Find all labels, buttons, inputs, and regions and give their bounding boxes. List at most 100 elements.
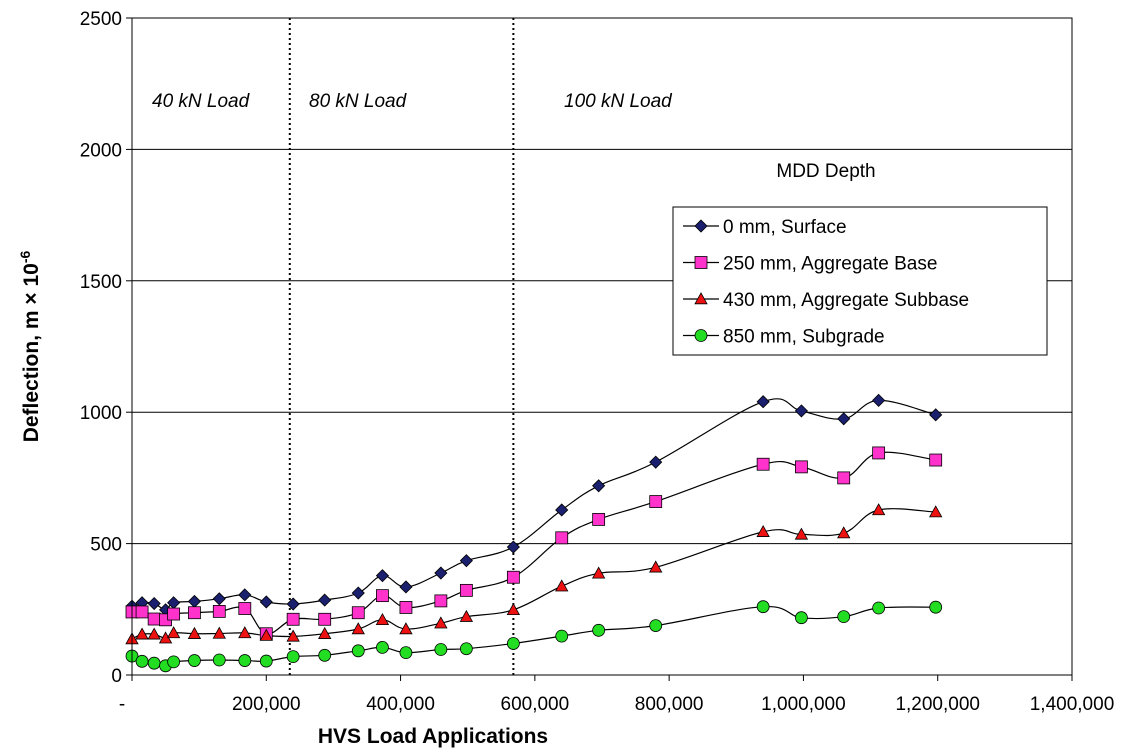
legend-marker — [694, 256, 708, 269]
data-point — [259, 654, 273, 668]
data-point — [756, 395, 770, 409]
data-point — [167, 607, 181, 621]
y-axis-ticks: 0 500 1000 1500 2000 2500 — [80, 9, 132, 687]
data-point — [187, 626, 202, 639]
data-point — [375, 612, 390, 626]
legend-box — [672, 206, 1048, 356]
data-point — [286, 597, 300, 611]
data-point — [929, 600, 943, 614]
data-point — [259, 595, 273, 609]
data-point — [434, 616, 448, 629]
data-point — [351, 644, 365, 658]
y-axis-title: Deflection, m × 10-6 — [17, 250, 43, 442]
data-point — [795, 611, 808, 625]
y-tick-label: 1000 — [80, 403, 122, 424]
legend-label: 250 mm, Aggregate Base — [723, 254, 937, 275]
data-point — [756, 457, 770, 471]
data-point — [555, 531, 569, 545]
data-point — [351, 586, 365, 600]
data-point — [434, 566, 448, 580]
y-tick-label: 0 — [111, 666, 122, 687]
data-point — [399, 646, 413, 660]
data-point — [212, 626, 226, 639]
data-point — [649, 455, 663, 469]
data-point — [188, 606, 201, 620]
legend-label: 0 mm, Surface — [723, 217, 847, 238]
data-point — [871, 503, 886, 516]
x-tick-label: 800,000 — [635, 694, 704, 715]
legend-marker — [694, 292, 708, 305]
data-point — [929, 408, 943, 422]
data-point — [555, 629, 569, 643]
y-tick-label: 2000 — [80, 140, 122, 161]
data-point — [318, 593, 332, 607]
legend-label: 850 mm, Subgrade — [723, 327, 885, 348]
data-point — [286, 612, 300, 626]
data-point — [459, 642, 473, 656]
data-point — [167, 655, 181, 669]
data-point — [212, 592, 226, 606]
y-tick-label: 500 — [90, 535, 122, 556]
data-point — [188, 654, 201, 667]
legend-label: 430 mm, Aggregate Subbase — [723, 290, 969, 311]
series-markers — [125, 393, 943, 673]
data-point — [649, 560, 663, 573]
data-point — [459, 609, 474, 622]
data-point — [794, 404, 808, 418]
data-point — [238, 588, 252, 602]
data-point — [212, 653, 226, 667]
x-tick-label: 1,200,000 — [895, 694, 980, 715]
data-point — [837, 412, 851, 426]
data-point — [837, 471, 851, 485]
data-point — [147, 656, 161, 670]
data-point — [238, 602, 252, 615]
load-phase-label: 80 kN Load — [309, 91, 408, 112]
load-phase-label: 100 kN Load — [564, 91, 673, 112]
data-point — [929, 453, 943, 467]
data-point — [135, 605, 149, 619]
data-point — [351, 606, 365, 620]
data-point — [399, 622, 413, 635]
data-point — [318, 648, 332, 662]
data-point — [238, 626, 252, 639]
plot-area-frame — [131, 17, 1073, 676]
data-point — [259, 628, 273, 641]
data-point — [135, 654, 149, 668]
data-point — [212, 605, 226, 618]
data-point — [506, 540, 520, 554]
data-point — [375, 569, 390, 583]
data-point — [872, 393, 886, 407]
y-axis-title-superscript: -6 — [17, 250, 33, 263]
data-point — [376, 589, 389, 603]
y-tick-label: 2500 — [80, 9, 122, 30]
data-point — [399, 601, 413, 614]
y-tick-label: 1500 — [80, 272, 122, 293]
data-point — [166, 626, 181, 639]
data-point — [592, 479, 606, 493]
x-tick-label: 200,000 — [232, 694, 301, 715]
data-point — [135, 627, 149, 640]
x-tick-label: 400,000 — [366, 694, 435, 715]
data-point — [929, 505, 943, 518]
data-point — [318, 612, 332, 626]
data-point — [286, 629, 300, 642]
data-point — [459, 554, 473, 568]
data-point — [147, 612, 161, 626]
data-point — [872, 446, 886, 460]
data-point — [434, 643, 448, 656]
x-tick-label: 1,000,000 — [761, 694, 846, 715]
data-point — [794, 527, 809, 540]
legend: 0 mm, Surface 250 mm, Aggregate Base 430 m… — [672, 206, 1048, 356]
data-point — [555, 579, 569, 592]
data-point — [591, 566, 606, 579]
data-point — [506, 570, 520, 584]
load-phase-annotations: 40 kN Load 80 kN Load 100 kN Load — [152, 91, 673, 112]
x-tick-label: 1,400,000 — [1030, 694, 1115, 715]
data-point — [756, 524, 770, 537]
data-point — [506, 637, 520, 650]
x-axis-title: HVS Load Applications — [318, 725, 548, 748]
data-point — [351, 622, 365, 635]
data-point — [649, 619, 663, 632]
load-phase-label: 40 kN Load — [152, 91, 251, 112]
